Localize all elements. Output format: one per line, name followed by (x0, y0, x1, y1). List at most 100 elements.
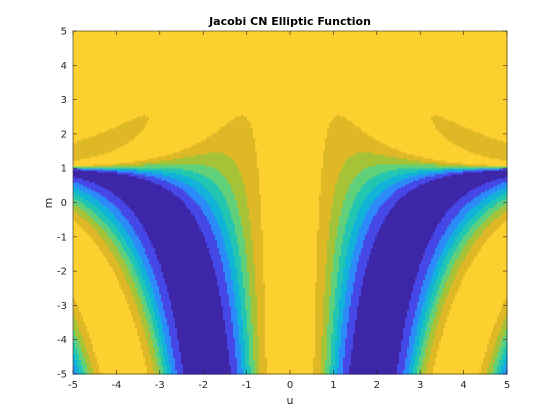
contour-cell (351, 48, 354, 52)
contour-cell (217, 44, 220, 48)
contour-cell (469, 31, 472, 34)
contour-cell (239, 38, 242, 42)
contour-cell (417, 31, 420, 34)
contour-cell (249, 44, 252, 48)
contour-cell (469, 48, 472, 52)
contour-cell (365, 40, 368, 44)
contour-cell (141, 46, 144, 50)
contour-cell (323, 48, 326, 52)
contour-cell (489, 42, 492, 46)
contour-cell (97, 50, 100, 54)
contour-cell (441, 34, 444, 38)
contour-cell (369, 38, 372, 42)
contour-cell (105, 50, 108, 54)
contour-cell (97, 52, 100, 56)
contour-cell (101, 44, 104, 48)
contour-cell (123, 40, 126, 44)
contour-cell (255, 34, 258, 38)
contour-cell (279, 34, 282, 38)
contour-cell (477, 48, 480, 52)
contour-cell (173, 36, 176, 40)
contour-cell (475, 46, 478, 50)
contour-cell (191, 46, 194, 50)
contour-cell (337, 42, 340, 46)
contour-cell (397, 38, 400, 42)
contour-cell (439, 34, 442, 38)
contour-cell (149, 48, 152, 52)
contour-cell (361, 36, 364, 40)
contour-cell (157, 50, 160, 54)
contour-cell (391, 44, 394, 48)
contour-cell (311, 36, 314, 40)
contour-cell (483, 36, 486, 40)
contour-cell (141, 36, 144, 40)
contour-cell (181, 32, 184, 36)
contour-cell (291, 40, 294, 44)
contour-cell (191, 38, 194, 42)
contour-cell (329, 42, 332, 46)
contour-cell (481, 38, 484, 42)
contour-cell (249, 40, 252, 44)
contour-cell (281, 46, 284, 50)
contour-cell (157, 46, 160, 50)
contour-cell (237, 48, 240, 52)
contour-cell (267, 36, 270, 40)
contour-cell (285, 31, 288, 34)
contour-cell (247, 40, 250, 44)
contour-cell (349, 32, 352, 36)
contour-cell (77, 50, 80, 54)
contour-cell (345, 44, 348, 48)
contour-cell (341, 46, 344, 50)
contour-cell (211, 48, 214, 52)
contour-cell (425, 38, 428, 42)
contour-cell (239, 34, 242, 38)
contour-cell (151, 52, 154, 56)
contour-cell (381, 42, 384, 46)
contour-cell (393, 38, 396, 42)
contour-cell (485, 34, 488, 38)
contour-cell (373, 50, 376, 54)
contour-cell (437, 38, 440, 42)
contour-cell (175, 44, 178, 48)
contour-cell (79, 38, 82, 42)
contour-cell (157, 48, 160, 52)
contour-cell (395, 32, 398, 36)
contour-cell (295, 36, 298, 40)
contour-cell (333, 38, 336, 42)
contour-cell (439, 52, 442, 56)
contour-cell (163, 36, 166, 40)
contour-cell (149, 38, 152, 42)
contour-cell (207, 42, 210, 46)
contour-cell (231, 46, 234, 50)
contour-cell (199, 38, 202, 42)
contour-cell (201, 40, 204, 44)
contour-cell (315, 46, 318, 50)
contour-cell (453, 31, 456, 34)
contour-cell (177, 50, 180, 54)
contour-cell (315, 32, 318, 36)
contour-cell (293, 54, 296, 58)
contour-cell (479, 38, 482, 42)
contour-cell (375, 50, 378, 54)
contour-cell (277, 52, 280, 56)
contour-cell (473, 48, 476, 52)
contour-cell (335, 38, 338, 42)
contour-cell (147, 32, 150, 36)
contour-cell (461, 52, 464, 56)
contour-cell (319, 46, 322, 50)
contour-cell (301, 54, 304, 58)
contour-cell (371, 32, 374, 36)
contour-cell (333, 32, 336, 36)
contour-cell (423, 38, 426, 42)
contour-cell (431, 36, 434, 40)
contour-cell (163, 54, 166, 58)
contour-cell (223, 31, 226, 34)
contour-cell (141, 44, 144, 48)
contour-cell (307, 40, 310, 44)
contour-cell (441, 38, 444, 42)
contour-cell (111, 42, 114, 46)
contour-cell (273, 50, 276, 54)
contour-cell (291, 36, 294, 40)
contour-cell (415, 42, 418, 46)
contour-cell (155, 31, 158, 34)
